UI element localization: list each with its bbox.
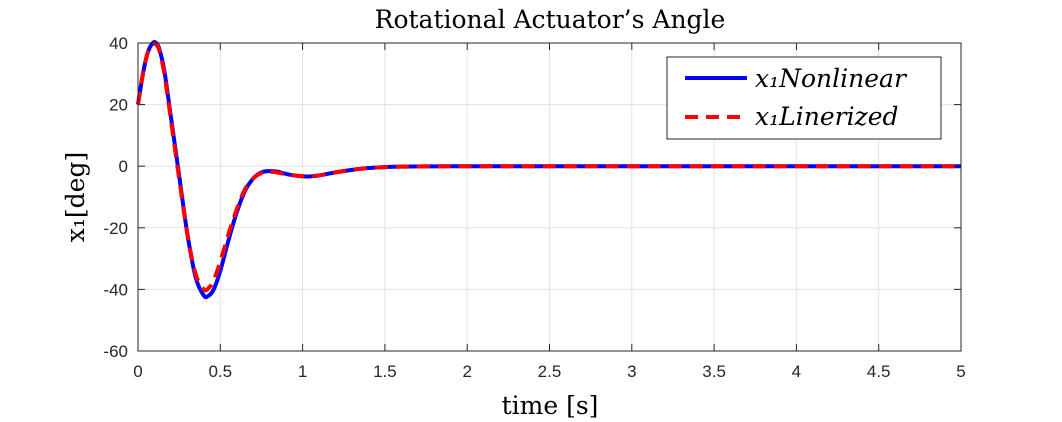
x-tick-label: 0 (133, 362, 142, 381)
x-tick-label: 1 (298, 362, 307, 381)
x-axis-ticks: 0 0.5 1 1.5 2 2.5 3 3.5 4 4.5 5 (133, 43, 966, 381)
x-tick-label: 1.5 (373, 362, 397, 381)
x-tick-label: 2 (462, 362, 471, 381)
legend-label-nonlinear: x₁Nonlinear (755, 64, 908, 93)
legend-box (666, 56, 942, 140)
y-tick-label: 0 (119, 157, 128, 176)
y-tick-label: -60 (103, 342, 128, 361)
legend-label-linerized: x₁Linerized (755, 102, 899, 131)
series-line-linerized (136, 41, 961, 293)
series-layer (136, 40, 961, 300)
x-tick-label: 4.5 (867, 362, 891, 381)
x-tick-label: 0.5 (208, 362, 232, 381)
legend: x₁Nonlinear x₁Linerized (666, 56, 942, 140)
y-axis-ticks: 40 20 0 -20 -40 -60 (103, 34, 961, 361)
x-tick-label: 3.5 (702, 362, 726, 381)
y-tick-label: -40 (103, 280, 128, 299)
y-tick-label: 40 (109, 34, 128, 53)
y-tick-label: 20 (109, 96, 128, 115)
y-axis-label: x₁[deg] (61, 152, 90, 242)
chart-title: Rotational Actuator’s Angle (375, 5, 726, 34)
x-tick-label: 2.5 (538, 362, 562, 381)
x-tick-label: 4 (792, 362, 801, 381)
y-tick-label: -20 (103, 219, 128, 238)
x-tick-label: 5 (956, 362, 965, 381)
x-tick-label: 3 (627, 362, 636, 381)
x-axis-label: time [s] (502, 391, 599, 420)
